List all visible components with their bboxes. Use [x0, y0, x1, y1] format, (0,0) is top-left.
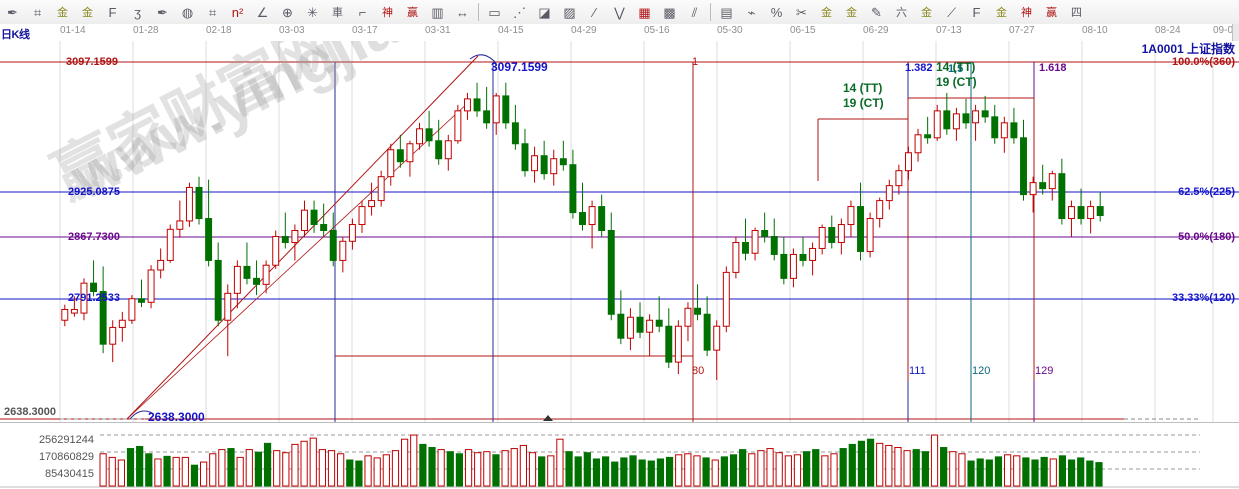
- annotation-count-120: 120: [972, 365, 991, 377]
- f-slash-icon[interactable]: F: [972, 4, 981, 20]
- date-axis: 01-14 01-28 02-18 03-03 03-17 03-31 04-15 04-29…: [0, 24, 1239, 42]
- volume-label-mid: 170860829: [38, 451, 94, 463]
- date-tick: 04-29: [571, 25, 597, 36]
- shen-slash-icon[interactable]: 神: [1021, 5, 1032, 19]
- fib-62-label: 62.5%(225): [1178, 186, 1235, 198]
- date-tick: 04-15: [498, 25, 524, 36]
- crosshair-target-icon[interactable]: ⊕: [282, 4, 293, 20]
- annotation-high-price: 3097.1599: [491, 60, 548, 74]
- pen-lines-icon[interactable]: ✎: [871, 4, 882, 20]
- date-tick: 03-03: [279, 25, 305, 36]
- box-diagonal-icon[interactable]: ◪: [538, 4, 551, 20]
- wave-mark-icon[interactable]: ⌐: [358, 4, 367, 20]
- dark-grid-icon[interactable]: ▩: [663, 4, 676, 20]
- period-label[interactable]: 日K线: [1, 29, 30, 41]
- date-tick: 05-16: [644, 25, 670, 36]
- ladder-rows-icon[interactable]: ▤: [720, 4, 733, 20]
- price-50-label: 2867.7300: [68, 231, 120, 243]
- price-62-label: 2925.0875: [68, 186, 120, 198]
- two-lines-icon[interactable]: ∕: [593, 4, 596, 20]
- date-tick: 03-17: [352, 25, 378, 36]
- date-tick: 06-15: [790, 25, 816, 36]
- axis-scroll-corner: [1232, 24, 1239, 41]
- price-chart-canvas: [0, 41, 1239, 422]
- annotation-ratio-15: 1.5: [948, 63, 964, 75]
- price-33-label: 2791.2533: [68, 292, 120, 304]
- ying-slash-icon[interactable]: 赢: [1046, 5, 1057, 19]
- date-tick: 02-18: [206, 25, 232, 36]
- gold-lines-icon[interactable]: 金: [846, 5, 857, 19]
- grid-diagonal-icon[interactable]: ▨: [563, 4, 576, 20]
- price-chart-panel[interactable]: [0, 41, 1239, 422]
- six-lines-icon[interactable]: 六: [896, 5, 907, 19]
- symbol-label: 1A0001 上证指数: [1141, 42, 1235, 56]
- angle-icon[interactable]: ∠: [256, 4, 269, 20]
- date-tick: 08-10: [1082, 25, 1108, 36]
- volume-canvas: [0, 434, 1239, 488]
- gold-circle-icon[interactable]: 金: [821, 5, 832, 19]
- fib-50-label: 50.0%(180): [1178, 231, 1235, 243]
- date-tick: 08-24: [1155, 25, 1181, 36]
- gold-slash2-icon[interactable]: 金: [996, 5, 1007, 19]
- date-tick: 06-29: [863, 25, 889, 36]
- toolbar-separator: [478, 3, 479, 21]
- si-slash-icon[interactable]: 四: [1071, 5, 1082, 19]
- n-squared-icon[interactable]: n²: [231, 4, 244, 20]
- annotation-tt-14-right: 14 (TT): [936, 60, 976, 74]
- circle-cycle-icon[interactable]: ◍: [181, 4, 194, 20]
- annotation-tt-14-left: 14 (TT): [843, 81, 883, 95]
- pen2-icon[interactable]: ✒: [157, 4, 168, 20]
- percent-slash-icon[interactable]: ⌁: [747, 4, 756, 20]
- annotation-ratio-1382: 1.382: [905, 62, 933, 74]
- date-tick: 07-27: [1009, 25, 1035, 36]
- date-tick: 07-13: [936, 25, 962, 36]
- date-tick: 01-28: [133, 25, 159, 36]
- fib-33-label: 33.33%(120): [1172, 292, 1235, 304]
- date-tick: 01-14: [60, 25, 86, 36]
- gold-fan-icon[interactable]: 金: [57, 5, 68, 19]
- zigzag-icon[interactable]: ⋁: [614, 4, 625, 20]
- grid-lines-icon[interactable]: ⌗: [208, 4, 217, 20]
- spiral-icon[interactable]: ʒ: [133, 4, 142, 20]
- channel-box-icon[interactable]: ▭: [488, 4, 501, 20]
- date-tick: 03-31: [425, 25, 451, 36]
- pen-icon[interactable]: ✒: [7, 4, 18, 20]
- annotation-count-129: 129: [1035, 365, 1054, 377]
- measure-arrows-icon[interactable]: ↔: [456, 4, 469, 20]
- star-burst-icon[interactable]: ✳: [307, 4, 318, 20]
- price-high-label: 3097.1599: [66, 56, 118, 68]
- annotation-ct-19-right: 19 (CT): [936, 75, 977, 89]
- fibonacci-f-icon[interactable]: F: [108, 4, 117, 20]
- scissors-lines-icon[interactable]: ✂: [796, 4, 807, 20]
- volume-label-low: 85430415: [45, 468, 94, 480]
- annotation-count-80: 80: [692, 365, 705, 377]
- cursor-marker-icon: [543, 415, 553, 421]
- volume-label-high: 256291244: [38, 434, 94, 446]
- ladder-grid-icon[interactable]: ▥: [431, 4, 444, 20]
- annotation-ratio-1618: 1.618: [1039, 62, 1067, 74]
- shen-red-icon[interactable]: 神: [382, 5, 393, 19]
- gold-box-icon[interactable]: 金: [82, 5, 93, 19]
- volume-panel[interactable]: [0, 422, 1239, 489]
- annotation-count-111: 111: [909, 365, 926, 377]
- annotation-low-price: 2638.3000: [148, 410, 205, 424]
- price-low-axis-label: 2638.3000: [4, 406, 56, 418]
- annotation-count-1: 1: [692, 56, 699, 68]
- toolbar-separator: [710, 3, 711, 21]
- percent-icon[interactable]: %: [770, 4, 783, 20]
- gold-slash-icon[interactable]: 金: [921, 5, 932, 19]
- annotation-ct-19-left: 19 (CT): [843, 96, 884, 110]
- date-tick: 05-30: [717, 25, 743, 36]
- ying-red-icon[interactable]: 赢: [407, 5, 418, 19]
- fib-100-label: 100.0%(360): [1172, 56, 1235, 68]
- date-tick: 09-07: [1213, 25, 1239, 36]
- gann-grid-icon[interactable]: ⌗: [33, 4, 42, 20]
- red-grid-icon[interactable]: ▦: [638, 4, 651, 20]
- fan-lines-icon[interactable]: ⋰: [513, 4, 526, 20]
- parallel-lines-icon[interactable]: ⫽: [691, 4, 698, 20]
- box-chinese-icon[interactable]: 車: [332, 5, 343, 19]
- half-slash-icon[interactable]: ⟋: [946, 4, 957, 20]
